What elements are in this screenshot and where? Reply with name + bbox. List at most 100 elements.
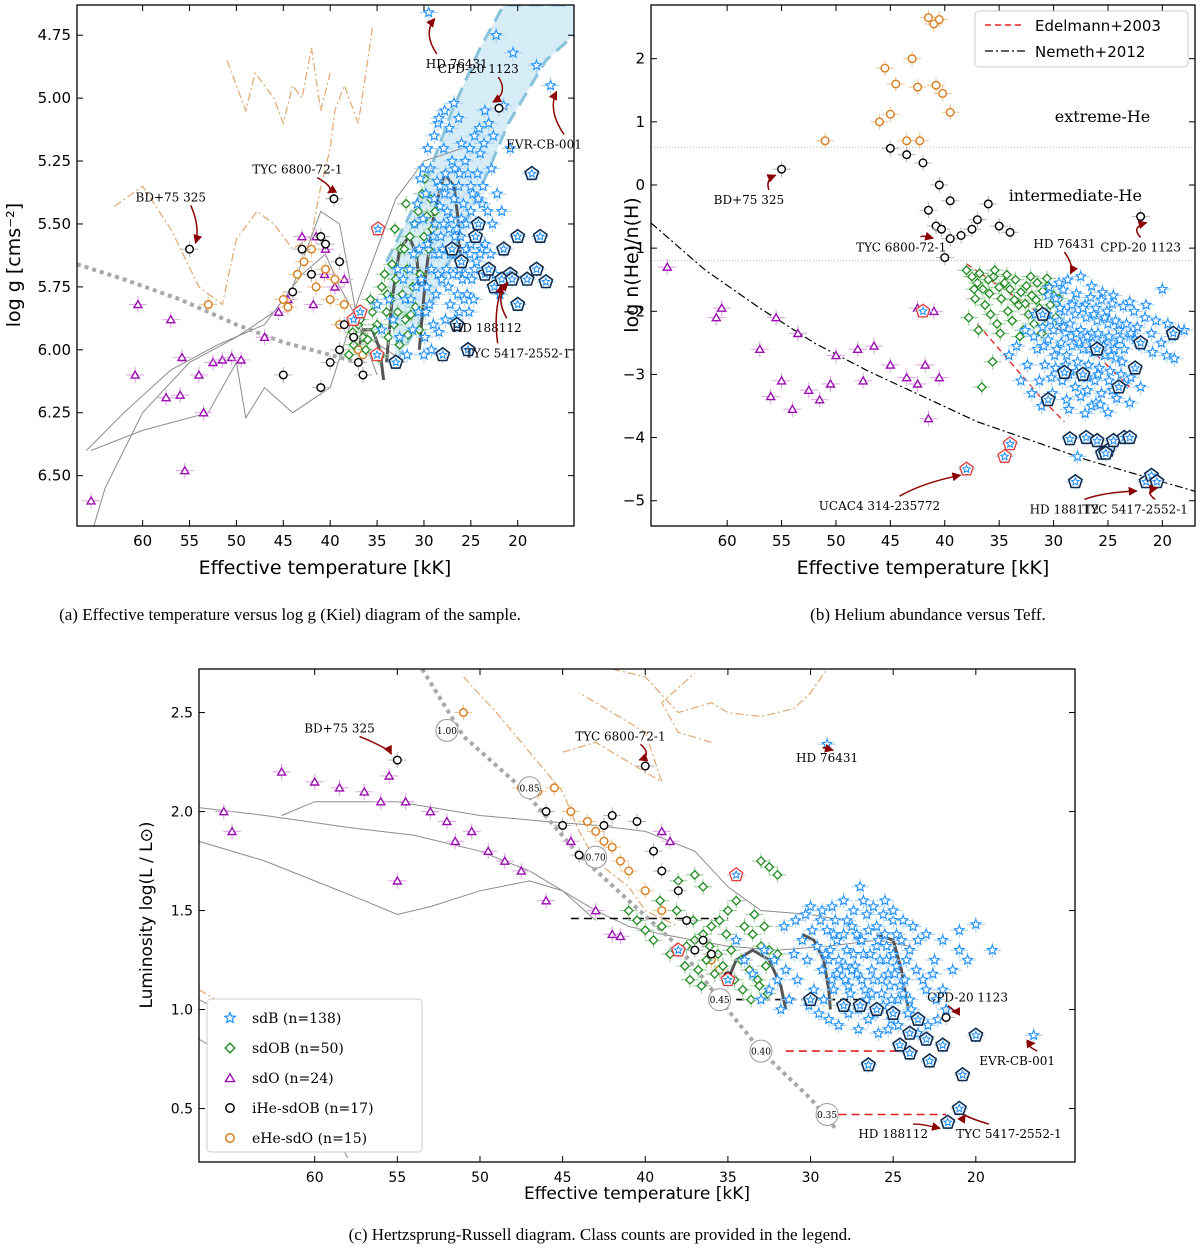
sdo-triangle-marker xyxy=(901,372,912,382)
ihe-circle-marker xyxy=(657,866,667,876)
sdb-star-marker xyxy=(862,923,875,936)
data-point-sdOB xyxy=(344,336,363,353)
data-point-sdOB xyxy=(680,971,699,988)
ehe-circle-marker xyxy=(325,294,335,304)
y-tick-label: 5.50 xyxy=(38,215,71,233)
sdb-star-marker xyxy=(504,142,517,154)
data-point-sdB xyxy=(411,170,430,187)
sdob-diamond-marker xyxy=(1032,277,1043,289)
y-tick-label: 6.25 xyxy=(38,404,71,422)
sdo-triangle-marker xyxy=(814,394,825,404)
panel-a-frame xyxy=(76,4,575,527)
data-point-sdB xyxy=(1057,391,1076,408)
data-point-eHe xyxy=(325,271,344,288)
data-point-sdB xyxy=(1131,379,1150,396)
sdb-star-marker xyxy=(829,913,842,926)
data-point-sdB xyxy=(492,203,511,220)
data-point-sdO xyxy=(446,833,465,850)
sdb-star-marker xyxy=(832,1018,845,1031)
data-point-he_rich xyxy=(452,253,471,270)
ihe-circle-marker xyxy=(885,143,895,153)
data-point-sdB xyxy=(819,952,838,969)
data-point-eHe xyxy=(561,803,580,820)
he-flasher-track xyxy=(114,27,373,306)
sdb-star-marker xyxy=(1092,343,1103,354)
sdb-star-marker xyxy=(531,264,542,274)
data-point-sdB xyxy=(403,321,422,338)
sdb-star-marker xyxy=(777,919,791,932)
data-point-sdB xyxy=(1059,401,1078,418)
sdb-star-marker xyxy=(403,262,417,275)
data-point-sdOB xyxy=(969,322,988,339)
x-tick-label: 45 xyxy=(554,1170,572,1186)
sdob-diamond-marker xyxy=(754,980,765,991)
annotation-arrow xyxy=(899,472,962,497)
legend-label-ehe-sdo: eHe-sdO (n=15) xyxy=(252,1131,367,1147)
legend-label-ihe-sdob: iHe-sdOB (n=17) xyxy=(252,1101,374,1117)
data-point-he_rich xyxy=(950,1100,969,1117)
data-point-sdOB xyxy=(636,922,655,939)
sdob-diamond-marker xyxy=(365,294,376,305)
data-point-sdB xyxy=(818,736,837,753)
mass-label-marker: 0.70 xyxy=(584,845,608,869)
mass-label-text: 0.35 xyxy=(817,1111,837,1121)
data-point-sdOB xyxy=(395,241,414,258)
sdob-diamond-marker xyxy=(1025,271,1036,282)
legend-label-sdo: sdO (n=24) xyxy=(252,1071,334,1087)
sdb-star-marker xyxy=(481,204,494,217)
sdo-triangle-marker xyxy=(803,384,814,394)
sdob-diamond-marker xyxy=(640,925,651,936)
sdb-star-marker xyxy=(840,913,854,926)
data-point-eHe xyxy=(578,813,597,830)
sdb-star-marker xyxy=(1123,295,1136,308)
ihe-circle-marker xyxy=(316,383,326,393)
x-tick-label: 55 xyxy=(388,1170,406,1186)
sdo-triangle-marker xyxy=(198,407,209,417)
sdb-star-marker xyxy=(1042,333,1055,345)
sdb-star-marker xyxy=(485,162,498,174)
sdb-star-marker xyxy=(487,129,500,142)
panel-c-legend-box xyxy=(206,998,423,1153)
sdb-star-marker xyxy=(928,953,941,966)
data-point-eHe xyxy=(927,77,946,94)
he-flasher-track xyxy=(612,669,828,718)
data-point-sdB xyxy=(418,236,437,253)
ehe-circle-marker xyxy=(923,13,933,23)
x-tick-label: 50 xyxy=(826,532,845,550)
sdb-star-marker xyxy=(477,136,491,149)
data-point-sdB xyxy=(1058,271,1077,288)
data-point-sdO xyxy=(255,329,274,346)
data-point-sdO xyxy=(603,926,622,943)
sdb-star-marker xyxy=(535,231,546,241)
data-point-sdO xyxy=(214,803,233,820)
sdb-star-marker xyxy=(804,900,817,912)
data-point-sdB xyxy=(872,971,891,988)
sdb-star-marker xyxy=(986,943,999,956)
sdb-star-marker xyxy=(970,1030,981,1040)
y-tick-label: 0 xyxy=(635,176,645,194)
data-point-sdB xyxy=(1152,334,1171,351)
sdb-star-marker xyxy=(910,963,923,976)
data-point-sdB xyxy=(847,926,866,943)
data-point-sdB xyxy=(469,190,488,207)
panel-a-caption: (a) Effective temperature versus log g (… xyxy=(59,605,521,624)
sdob-diamond-marker xyxy=(976,381,987,393)
data-point-iHe xyxy=(570,847,589,864)
sdb-star-marker xyxy=(473,218,484,229)
data-point-sdB xyxy=(422,261,441,278)
data-point-sdB xyxy=(768,971,787,988)
sdob-diamond-marker xyxy=(654,895,666,906)
data-point-sdB xyxy=(527,57,546,74)
sdb-star-marker xyxy=(763,983,776,995)
sdb-star-marker xyxy=(1074,390,1087,402)
data-point-sdO xyxy=(783,401,802,418)
data-point-sdB xyxy=(1092,385,1111,402)
data-point-iHe xyxy=(628,813,646,830)
sdb-star-marker xyxy=(370,298,384,310)
data-point-sdOB xyxy=(760,858,779,875)
y-tick-label: 2.0 xyxy=(171,805,193,821)
sdob-diamond-marker xyxy=(1014,331,1025,342)
sdo-triangle-marker xyxy=(787,403,798,413)
data-point-sdB xyxy=(1093,284,1112,301)
data-point-sdOB xyxy=(718,902,737,919)
